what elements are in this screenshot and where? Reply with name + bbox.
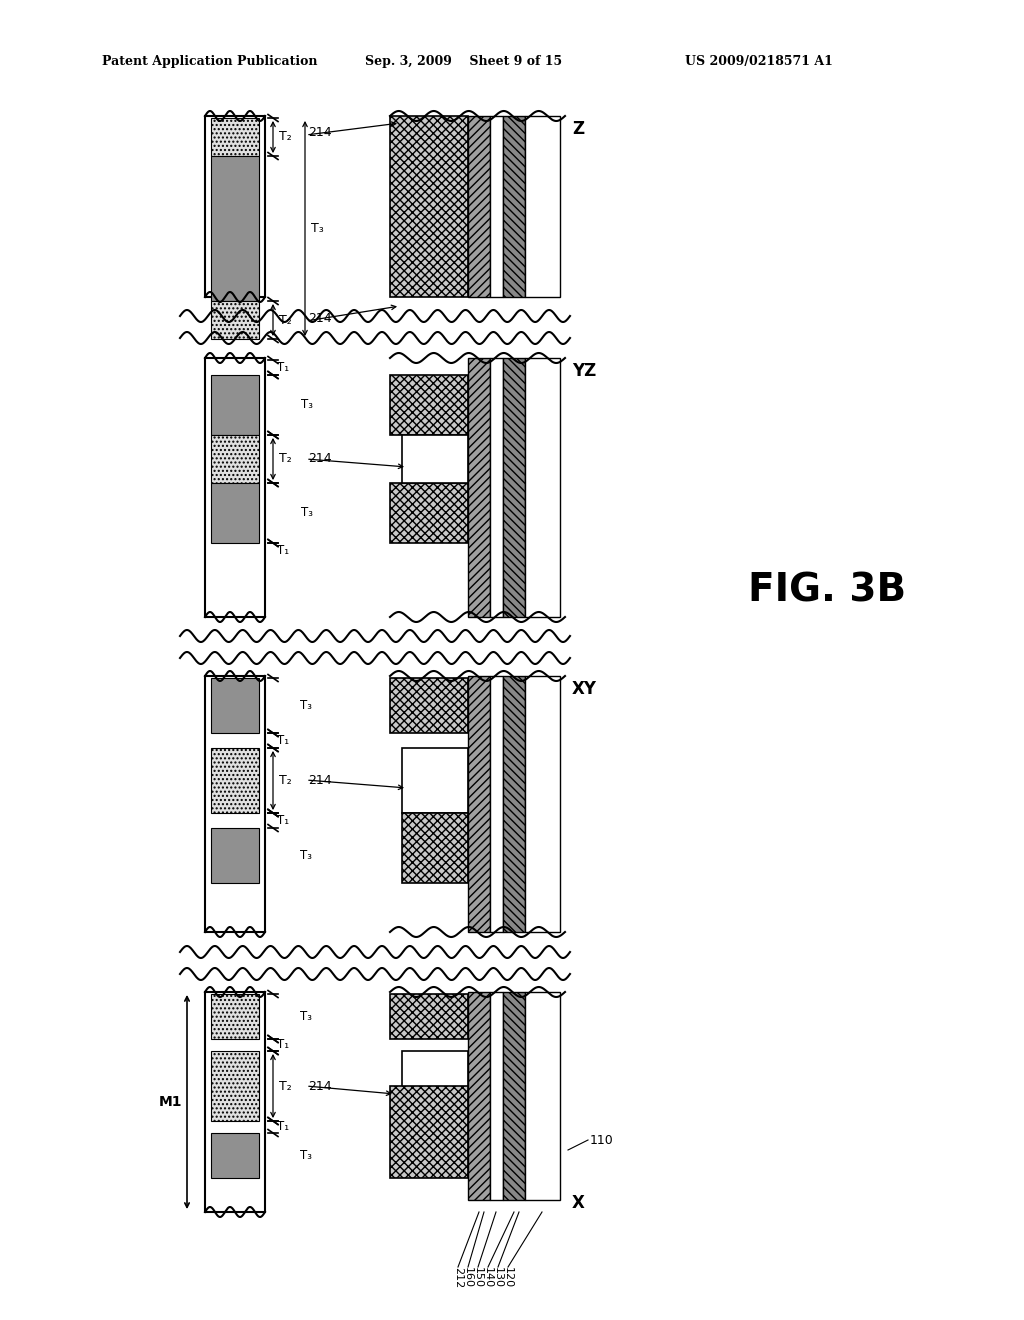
Text: T₂: T₂ <box>279 314 292 326</box>
Bar <box>490 358 503 616</box>
Text: T₃: T₃ <box>311 222 324 235</box>
Text: T₁: T₁ <box>278 544 289 557</box>
Bar <box>490 676 503 932</box>
Bar <box>211 748 259 813</box>
Text: T₃: T₃ <box>301 507 313 520</box>
Bar <box>525 116 560 297</box>
Bar <box>402 436 468 483</box>
Bar <box>503 993 525 1200</box>
Text: T₁: T₁ <box>278 360 289 374</box>
Text: T₂: T₂ <box>279 1080 292 1093</box>
Text: T₃: T₃ <box>300 849 312 862</box>
Text: 212: 212 <box>453 1267 463 1288</box>
Bar <box>468 358 490 616</box>
Text: M1: M1 <box>159 1096 182 1109</box>
Bar <box>205 358 265 616</box>
Text: Patent Application Publication: Patent Application Publication <box>102 55 317 69</box>
Bar <box>211 436 259 483</box>
Text: 160: 160 <box>463 1267 473 1288</box>
Bar <box>211 375 259 436</box>
Bar <box>468 993 490 1200</box>
Bar <box>211 301 259 339</box>
Bar <box>503 676 525 932</box>
Text: T₃: T₃ <box>300 1148 312 1162</box>
Bar <box>390 116 468 297</box>
Text: T₁: T₁ <box>278 734 289 747</box>
Text: Sep. 3, 2009    Sheet 9 of 15: Sep. 3, 2009 Sheet 9 of 15 <box>365 55 562 69</box>
Bar <box>211 828 259 883</box>
Bar <box>211 1051 259 1121</box>
Text: YZ: YZ <box>572 362 596 380</box>
Bar <box>490 116 503 297</box>
Text: 120: 120 <box>503 1267 513 1288</box>
Text: T₁: T₁ <box>278 1121 289 1134</box>
Text: T₃: T₃ <box>300 1010 312 1023</box>
Text: T₂: T₂ <box>279 131 292 144</box>
Bar <box>211 1133 259 1177</box>
Bar <box>211 156 259 301</box>
Text: 150: 150 <box>473 1267 483 1288</box>
Bar <box>390 375 468 436</box>
Text: T₂: T₂ <box>279 774 292 787</box>
Bar <box>525 676 560 932</box>
Text: FIG. 3B: FIG. 3B <box>748 572 906 609</box>
Bar <box>211 994 259 1039</box>
Bar <box>468 116 490 297</box>
Bar <box>211 117 259 156</box>
Text: X: X <box>572 1195 585 1212</box>
Bar <box>205 993 265 1212</box>
Text: T₁: T₁ <box>278 1039 289 1052</box>
Bar <box>211 678 259 733</box>
Bar <box>390 1086 468 1177</box>
Text: US 2009/0218571 A1: US 2009/0218571 A1 <box>685 55 833 69</box>
Text: 214: 214 <box>308 127 332 140</box>
Text: 214: 214 <box>308 1080 332 1093</box>
Text: 214: 214 <box>308 313 332 326</box>
Text: 214: 214 <box>308 453 332 466</box>
Bar <box>390 678 468 733</box>
Bar <box>525 358 560 616</box>
Bar <box>503 358 525 616</box>
Bar <box>211 483 259 543</box>
Text: 140: 140 <box>483 1267 493 1288</box>
Text: T₂: T₂ <box>279 453 292 466</box>
Bar <box>402 813 468 883</box>
Text: 214: 214 <box>308 774 332 787</box>
Text: Z: Z <box>572 120 584 139</box>
Bar <box>205 676 265 932</box>
Bar <box>390 483 468 543</box>
Text: T₁: T₁ <box>278 814 289 828</box>
Bar <box>468 676 490 932</box>
Text: 110: 110 <box>590 1134 613 1147</box>
Text: 130: 130 <box>493 1267 503 1288</box>
Text: XY: XY <box>572 680 597 698</box>
Bar <box>205 116 265 297</box>
Bar <box>390 994 468 1039</box>
Text: T₃: T₃ <box>300 700 312 711</box>
Bar <box>490 993 503 1200</box>
Text: T₃: T₃ <box>301 399 313 412</box>
Bar <box>525 993 560 1200</box>
Bar <box>402 1051 468 1098</box>
Bar <box>503 116 525 297</box>
Bar <box>402 748 468 813</box>
